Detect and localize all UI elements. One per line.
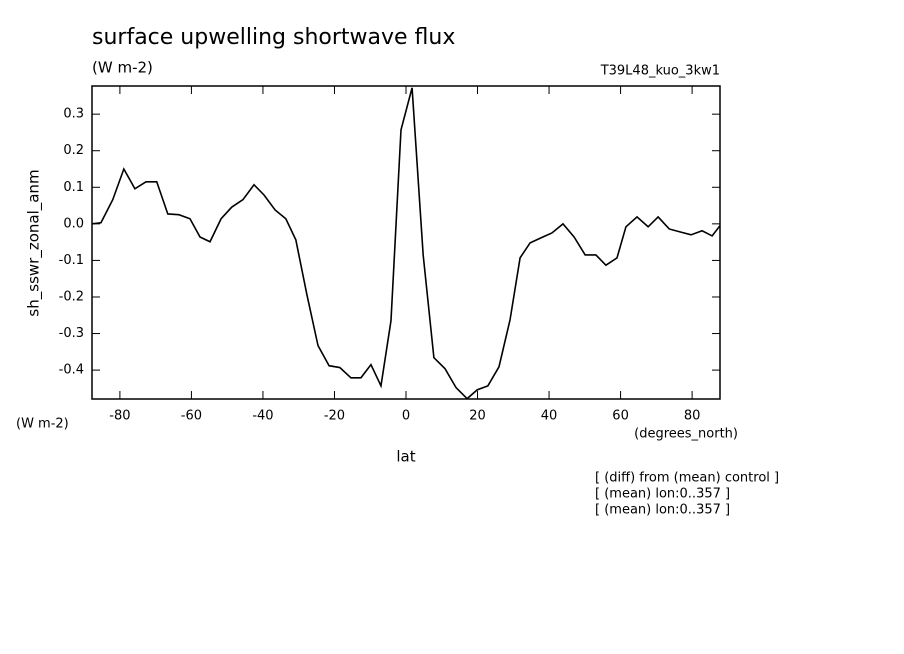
y-units: (W m-2) (16, 417, 69, 432)
note: [ (diff) from (mean) control ] (595, 471, 779, 486)
x-tick-label: 80 (684, 409, 701, 424)
x-tick-label: 60 (612, 409, 629, 424)
x-tick-label: -80 (109, 409, 130, 424)
plot-frame (91, 85, 721, 400)
y-tick-label: 0.1 (63, 180, 84, 195)
x-tick-label: 0 (402, 409, 410, 424)
note: [ (mean) lon:0..357 ] (595, 503, 730, 518)
note: [ (mean) lon:0..357 ] (595, 487, 730, 502)
x-axis-label: lat (396, 448, 415, 466)
x-tick-label: 40 (541, 409, 558, 424)
y-tick-label: -0.2 (59, 289, 84, 304)
y-tick-label: -0.1 (59, 253, 84, 268)
y-tick-label: 0.0 (63, 216, 84, 231)
x-tick-label: 20 (469, 409, 486, 424)
x-tick-label: -40 (252, 409, 273, 424)
y-axis-label: sh_sswr_zonal_anm (25, 169, 44, 316)
y-tick-label: -0.3 (59, 326, 84, 341)
y-tick-label: 0.2 (63, 143, 84, 158)
x-tick-label: -60 (181, 409, 202, 424)
x-tick-label: -20 (324, 409, 345, 424)
run-label: T39L48_kuo_3kw1 (600, 64, 720, 79)
data-line (91, 87, 721, 400)
chart-title: surface upwelling shortwave flux (92, 25, 455, 50)
y-tick-label: 0.3 (63, 107, 84, 122)
chart-subtitle: (W m-2) (92, 59, 153, 77)
x-units: (degrees_north) (634, 427, 738, 442)
y-tick-label: -0.4 (59, 363, 84, 378)
